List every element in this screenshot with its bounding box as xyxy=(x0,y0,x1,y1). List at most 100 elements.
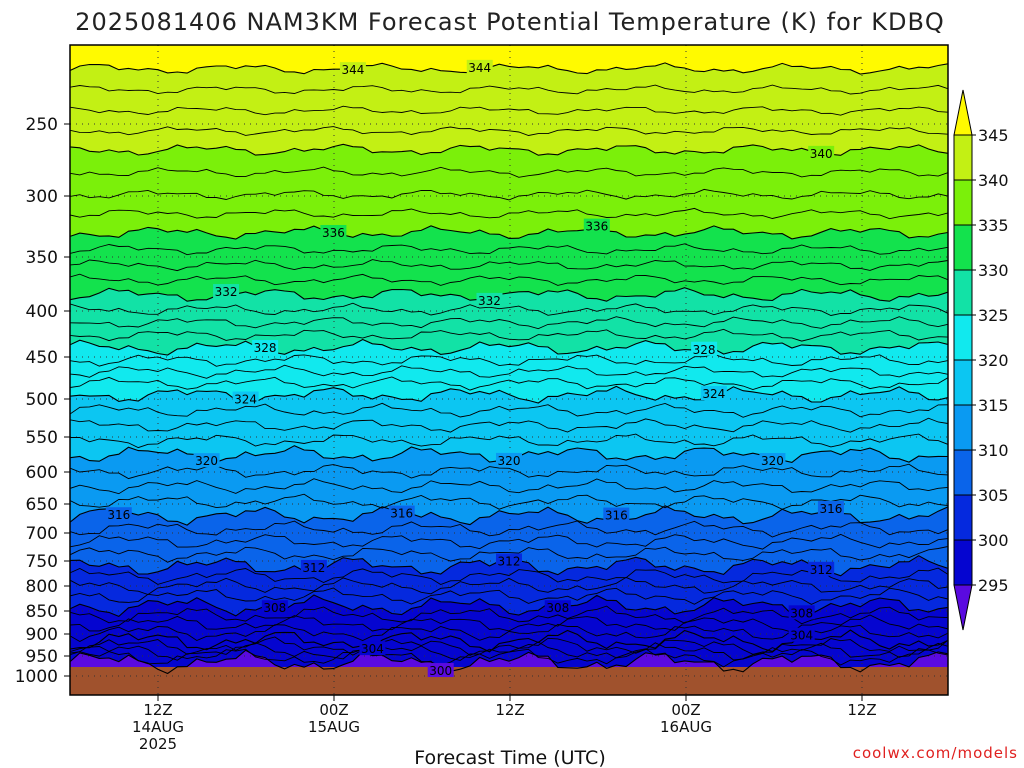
contour-minor-312-2 xyxy=(70,576,948,595)
colorbar-label-335: 335 xyxy=(978,216,1009,235)
colorbar-label-310: 310 xyxy=(978,441,1009,460)
contour-label-bg-6 xyxy=(476,292,503,307)
contour-328 xyxy=(70,338,948,356)
contour-minor-304-3 xyxy=(70,648,948,668)
x-tick-label-3-line2: 16AUG xyxy=(660,718,712,736)
contour-label-bg-10 xyxy=(700,386,727,401)
colorbar-segment-305 xyxy=(953,494,973,541)
contour-label-336: 336 xyxy=(322,226,345,240)
contour-minor-328-3 xyxy=(70,376,948,391)
contour-label-bg-23 xyxy=(788,605,815,620)
contour-label-336: 336 xyxy=(585,220,608,234)
contour-label-bg-15 xyxy=(388,505,415,520)
contour-minor-308-1 xyxy=(70,605,948,625)
contour-label-bg-12 xyxy=(496,452,522,467)
colorbar-bottom-arrow xyxy=(953,584,973,631)
contour-label-328: 328 xyxy=(254,341,277,355)
contour-label-bg-19 xyxy=(496,553,522,568)
chart-title: 2025081406 NAM3KM Forecast Potential Tem… xyxy=(75,8,945,36)
contour-label-304: 304 xyxy=(790,629,813,643)
y-tick-label-1000: 1000 xyxy=(15,667,58,687)
contour-label-bg-20 xyxy=(808,561,835,576)
plot-frame xyxy=(69,44,949,696)
contour-minor-312-3 xyxy=(70,587,948,605)
contour-label-304: 304 xyxy=(361,642,384,656)
contour-label-bg-4 xyxy=(583,218,610,233)
colorbar-segment-310 xyxy=(953,449,973,496)
colorbar-segment-325 xyxy=(953,314,973,361)
contour-label-308: 308 xyxy=(263,601,286,615)
ground-rect xyxy=(70,667,948,695)
contour-label-bg-24 xyxy=(359,641,386,656)
contour-label-bg-2 xyxy=(808,145,835,160)
contour-minor-340-3 xyxy=(70,207,948,220)
colorbar-segment-345 xyxy=(953,134,973,181)
contour-minor-328-2 xyxy=(70,364,948,379)
contour-minor-324-2 xyxy=(70,417,948,433)
contour-label-308: 308 xyxy=(790,606,813,620)
contour-label-bg-26 xyxy=(427,663,454,678)
colorbar-label-325: 325 xyxy=(978,306,1009,325)
x-tick-label-0-line1: 12Z xyxy=(143,701,172,719)
contour-label-328: 328 xyxy=(693,343,716,357)
contour-label-bg-9 xyxy=(232,391,259,406)
y-tick-label-650: 650 xyxy=(26,495,58,515)
x-tick-label-0-line3: 2025 xyxy=(139,735,177,753)
colorbar-segment-300 xyxy=(953,539,973,586)
contour-label-344: 344 xyxy=(468,61,491,75)
contour-minor-316-2 xyxy=(70,533,948,550)
contour-label-312: 312 xyxy=(810,563,833,577)
contour-label-bg-1 xyxy=(466,59,493,74)
colorbar-segment-320 xyxy=(953,359,973,406)
contour-minor-324-1 xyxy=(70,402,948,418)
colorbar-label-345: 345 xyxy=(978,126,1009,145)
contour-label-300: 300 xyxy=(429,664,452,678)
contour-300 xyxy=(70,649,948,675)
contour-minor-324-3 xyxy=(70,433,948,449)
colorbar-label-295: 295 xyxy=(978,576,1009,595)
contour-label-bg-8 xyxy=(691,341,718,356)
y-tick-label-600: 600 xyxy=(26,463,58,483)
y-axis: 250 300 350 400 450 500 550 600 650 700 750 800 850 9… xyxy=(15,115,70,687)
contour-minor-332-3 xyxy=(70,328,948,342)
contour-minor-308-2 xyxy=(70,614,948,633)
contour-lines xyxy=(70,62,948,675)
colorbar-label-330: 330 xyxy=(978,261,1009,280)
contour-label-316: 316 xyxy=(819,502,842,516)
plot-area: 344 344 340 336 336 332 332 328 328 324 324 320 320 3… xyxy=(70,45,948,695)
contour-minor-320-2 xyxy=(70,478,948,495)
contour-316 xyxy=(70,505,948,526)
x-tick-label-3-line1: 00Z xyxy=(671,701,700,719)
contour-minor-316-3 xyxy=(70,546,948,563)
y-tick-label-550: 550 xyxy=(26,428,58,448)
contour-label-bg-11 xyxy=(193,453,220,468)
contour-label-320: 320 xyxy=(761,454,784,468)
contour-minor-340-1 xyxy=(70,166,948,178)
contour-label-bg-0 xyxy=(339,62,366,77)
credit-text: coolwx.com/models xyxy=(853,744,1018,762)
ground-layer xyxy=(70,667,948,695)
contour-minor-340-2 xyxy=(70,188,948,201)
y-tick-label-250: 250 xyxy=(26,115,58,135)
y-tick-label-350: 350 xyxy=(26,248,58,268)
contour-label-316: 316 xyxy=(390,507,413,521)
contour-label-bg-7 xyxy=(252,340,279,355)
x-axis-label: Forecast Time (UTC) xyxy=(414,747,605,768)
contour-label-bg-21 xyxy=(261,600,288,615)
x-tick-label-2-line1: 12Z xyxy=(495,701,524,719)
contour-minor-344-3 xyxy=(70,126,948,136)
contour-label-312: 312 xyxy=(302,561,325,575)
contour-minor-316-1 xyxy=(70,520,948,538)
contour-label-340: 340 xyxy=(810,147,833,161)
contour-minor-336-1 xyxy=(70,243,948,256)
colorbar-label-315: 315 xyxy=(978,396,1009,415)
contour-336 xyxy=(70,225,948,240)
contour-324 xyxy=(70,385,948,404)
contour-minor-332-1 xyxy=(70,302,948,316)
y-tick-label-450: 450 xyxy=(26,348,58,368)
contour-label-bg-13 xyxy=(759,453,786,468)
contour-label-324: 324 xyxy=(702,387,725,401)
contour-label-332: 332 xyxy=(215,285,238,299)
y-tick-label-300: 300 xyxy=(26,187,58,207)
